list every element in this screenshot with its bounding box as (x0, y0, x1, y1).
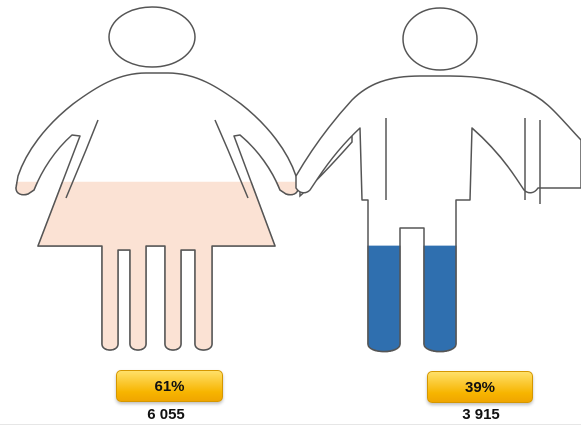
man-icon (295, 7, 581, 353)
footer-divider (0, 424, 581, 425)
man-head (402, 7, 478, 71)
woman-icon (15, 6, 299, 351)
men-count-label: 3 915 (462, 406, 500, 423)
man-fill-level (367, 245, 457, 353)
women-percent-label: 61% (154, 377, 185, 395)
women-percent-badge: 61% (116, 370, 223, 402)
men-percent-badge: 39% (427, 371, 533, 403)
woman-head (108, 6, 196, 68)
men-percent-label: 39% (464, 378, 496, 396)
women-count-label: 6 055 (147, 406, 185, 423)
woman-fill-level (15, 181, 299, 351)
